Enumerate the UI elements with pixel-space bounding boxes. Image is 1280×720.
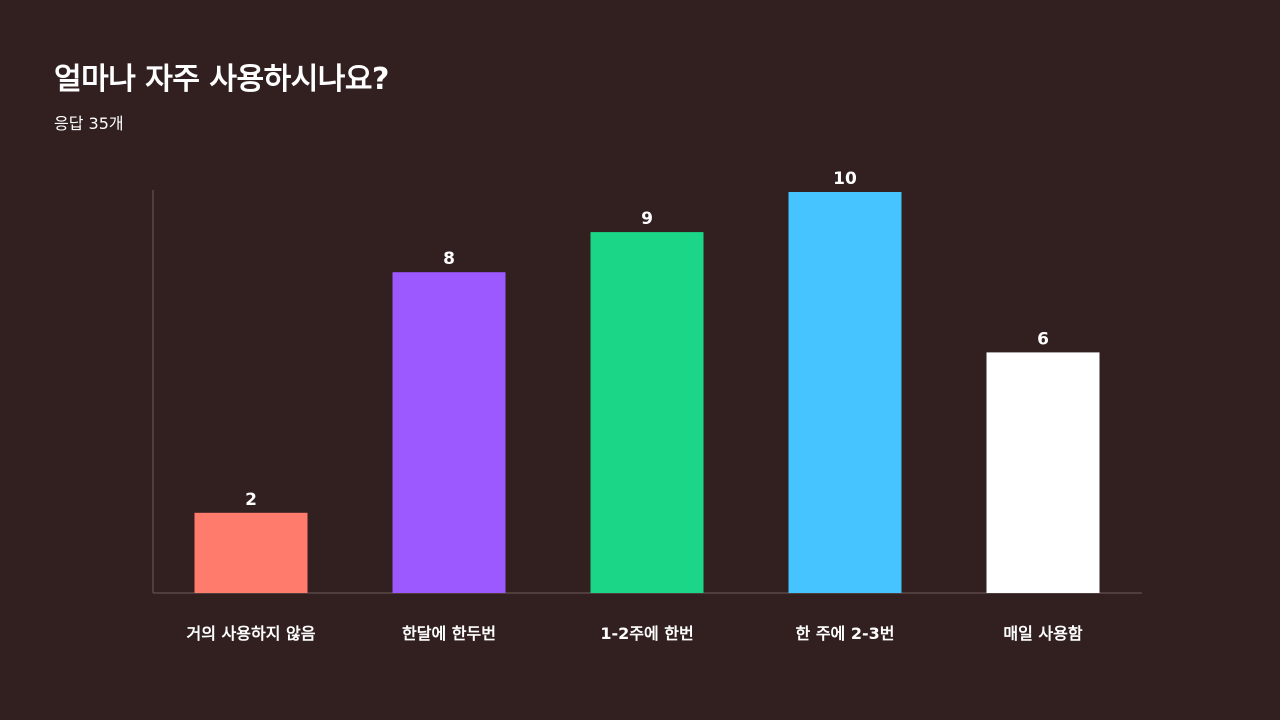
category-label-4: 한 주에 2-3번 <box>796 624 895 643</box>
value-label-1: 2 <box>245 490 257 510</box>
value-label-3: 9 <box>641 209 653 229</box>
category-label-5: 매일 사용함 <box>1003 624 1082 643</box>
bar-5 <box>986 352 1100 593</box>
bar-1 <box>194 512 308 593</box>
value-label-5: 6 <box>1037 329 1049 349</box>
category-label-2: 한달에 한두번 <box>402 624 496 643</box>
category-label-3: 1-2주에 한번 <box>600 624 693 643</box>
value-label-4: 10 <box>833 169 857 189</box>
bar-2 <box>392 272 506 593</box>
bar-3 <box>590 232 704 593</box>
chart-title: 얼마나 자주 사용하시나요? <box>54 62 389 97</box>
response-count: 응답 35개 <box>54 114 124 133</box>
value-label-2: 8 <box>443 249 455 269</box>
bar-4 <box>788 192 902 593</box>
category-label-1: 거의 사용하지 않음 <box>187 624 316 643</box>
